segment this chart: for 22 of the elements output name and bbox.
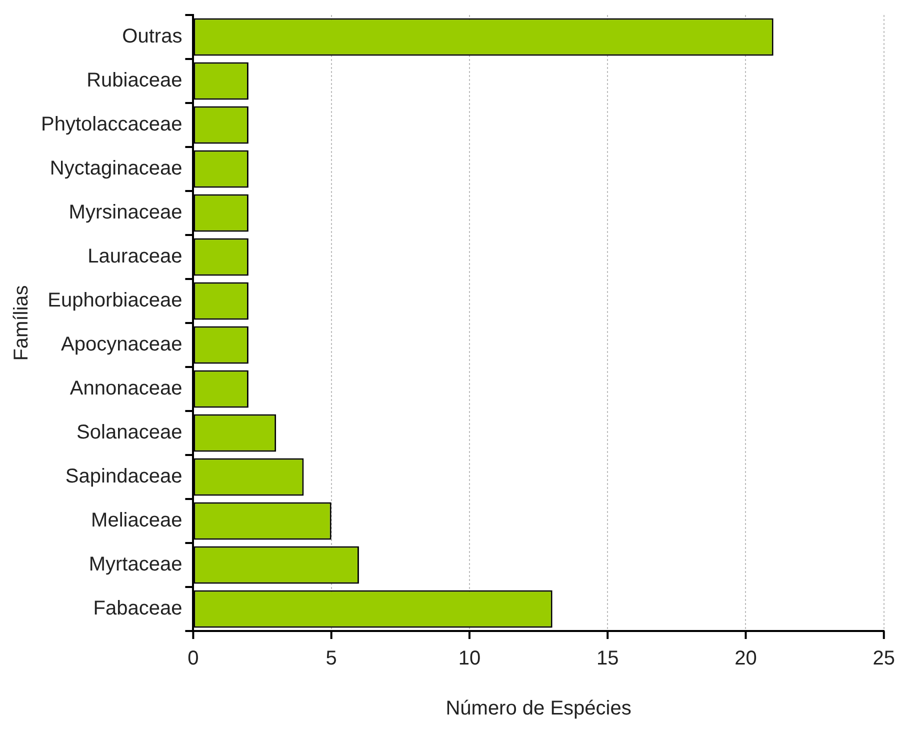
y-tick-label: Meliaceae [91,510,182,532]
x-tick-label: 5 [326,648,337,670]
x-axis-title: Número de Espécies [446,698,632,720]
x-tick-label: 0 [188,648,199,670]
y-axis-title: Famílias [10,285,33,361]
y-tick-label: Euphorbiaceae [48,290,182,312]
y-tick-label: Sapindaceae [65,466,182,488]
y-tick-label: Phytolaccaceae [41,114,182,136]
y-tick-label: Nyctaginaceae [50,158,182,180]
y-tick-label: Outras [122,26,182,48]
x-tick-label: 25 [872,648,895,670]
y-tick-label: Apocynaceae [61,334,182,356]
y-tick-label: Myrsinaceae [68,202,182,224]
y-tick-label: Lauraceae [88,246,182,268]
x-tick-label: 10 [458,648,481,670]
y-tick-label: Fabaceae [93,598,182,620]
y-tick-label: Solanaceae [76,422,182,444]
y-tick-label: Annonaceae [70,378,182,400]
x-tick-label: 20 [734,648,757,670]
x-tick-label: 15 [596,648,619,670]
y-tick-label: Myrtaceae [88,554,182,576]
y-tick-label: Rubiaceae [86,70,182,92]
